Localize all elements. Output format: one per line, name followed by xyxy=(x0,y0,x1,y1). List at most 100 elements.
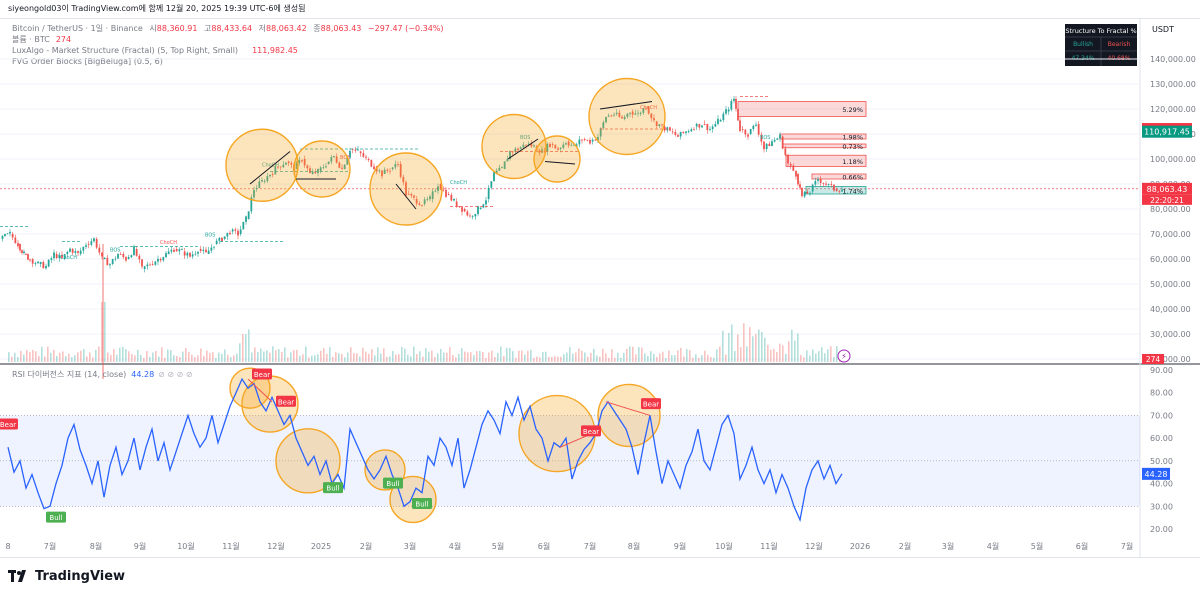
volume-label: 볼륨 · BTC xyxy=(12,34,50,44)
volume-bar xyxy=(701,355,703,362)
volume-bar xyxy=(473,355,475,362)
candle-body xyxy=(597,136,599,141)
volume-bar xyxy=(590,352,592,362)
volume-bar xyxy=(347,352,349,362)
divergence-line xyxy=(605,401,651,416)
candle-body xyxy=(119,254,122,255)
candle-body xyxy=(266,176,269,182)
candle-body xyxy=(82,246,85,251)
currency-label[interactable]: USDT xyxy=(1152,25,1174,34)
volume-bar xyxy=(161,347,163,362)
volume-bar xyxy=(314,355,316,362)
candle-body xyxy=(714,123,717,127)
volume-bar xyxy=(479,350,481,362)
volume-bar xyxy=(164,357,166,362)
bear-signal-badge xyxy=(252,368,272,380)
volume-bar xyxy=(743,323,745,362)
fractal-table-title: Structure To Fractal % xyxy=(1065,27,1136,35)
candle-body xyxy=(703,124,706,125)
candle-body xyxy=(658,124,661,127)
volume-bar xyxy=(530,349,532,362)
volume-bar xyxy=(509,347,511,362)
candle-body xyxy=(469,215,471,217)
volume-bar xyxy=(257,352,259,362)
candle-body xyxy=(25,254,27,255)
volume-bar xyxy=(326,353,328,362)
low-label: 저 xyxy=(259,24,266,33)
candle-body xyxy=(405,182,407,196)
structure-label: ChoCH xyxy=(60,255,77,261)
candle-body xyxy=(559,147,562,149)
candle-body xyxy=(61,254,63,258)
svg-text:Bitcoin / TetherUS · 1일 · Bina: Bitcoin / TetherUS · 1일 · Binance 시88,36… xyxy=(12,24,444,33)
volume-bar xyxy=(338,353,340,362)
volume-bar xyxy=(815,353,817,362)
candle-body xyxy=(50,258,53,260)
volume-bar xyxy=(239,343,241,362)
volume-bar xyxy=(119,347,121,362)
volume-bar xyxy=(17,357,19,362)
candle-body xyxy=(789,164,792,166)
volume-bar xyxy=(251,352,253,362)
volume-bar xyxy=(173,355,175,362)
lightning-icon[interactable]: ⚡ xyxy=(837,349,851,363)
candle-body xyxy=(490,181,493,188)
volume-bar xyxy=(125,349,127,362)
fvg-order-block[interactable] xyxy=(785,154,867,167)
rsi-tick-label: 60.00 xyxy=(1150,434,1173,443)
fvg-order-block[interactable] xyxy=(811,173,867,180)
candle-body xyxy=(1,236,4,239)
volume-bar xyxy=(365,351,367,362)
candle-body xyxy=(367,159,370,160)
symbol-label: Bitcoin / TetherUS · 1일 · Binance xyxy=(12,24,143,33)
candle-body xyxy=(687,131,690,132)
candle-body xyxy=(602,122,605,129)
candle-body xyxy=(95,239,98,248)
volume-bar xyxy=(752,336,754,362)
candle-body xyxy=(450,194,453,201)
candle-body xyxy=(631,111,634,115)
tradingview-footer[interactable]: TradingView xyxy=(8,566,125,586)
volume-bar xyxy=(398,354,400,362)
signal-label: Bear xyxy=(0,421,16,429)
volume-bar xyxy=(635,354,637,362)
volume-bar xyxy=(593,348,595,362)
volume-bar xyxy=(212,352,214,362)
candle-body xyxy=(744,129,747,135)
price-tick-label: 140,000.00 xyxy=(1150,55,1196,64)
volume-bar xyxy=(824,353,826,362)
volume-bar xyxy=(602,348,604,362)
candle-body xyxy=(402,176,405,183)
trend-line xyxy=(507,138,539,160)
volume-bar xyxy=(284,347,286,362)
volume-bar xyxy=(620,357,622,362)
structure-label: ChoCH xyxy=(450,180,467,186)
volume-bar xyxy=(527,350,529,362)
svg-text:⚡: ⚡ xyxy=(841,352,847,361)
candle-body xyxy=(165,253,167,258)
candle-body xyxy=(9,231,11,234)
volume-bar xyxy=(458,353,460,362)
candle-body xyxy=(795,170,797,177)
rsi-value-badge-label: 44.28 xyxy=(1145,470,1168,479)
candle-body xyxy=(4,233,6,237)
chart-area[interactable]: Bitcoin / TetherUS · 1일 · Binance 시88,36… xyxy=(0,18,1200,558)
volume-bar xyxy=(677,350,679,362)
volume-bar xyxy=(800,355,802,362)
candle-body xyxy=(735,99,737,109)
candle-body xyxy=(711,126,714,129)
candle-body xyxy=(157,258,159,262)
volume-bar xyxy=(401,346,403,362)
candle-body xyxy=(685,131,687,133)
volume-bar xyxy=(305,346,307,362)
time-tick-label: 7월 xyxy=(584,541,596,551)
volume-bar xyxy=(260,348,262,362)
candle-body xyxy=(549,143,551,147)
trading-chart[interactable]: Bitcoin / TetherUS · 1일 · Binance 시88,36… xyxy=(0,19,1200,557)
candle-body xyxy=(530,143,533,147)
candle-body xyxy=(55,254,58,259)
candle-body xyxy=(557,148,559,150)
rsi-value-badge xyxy=(1142,467,1170,480)
volume-bar xyxy=(245,334,247,362)
candle-body xyxy=(677,134,679,137)
